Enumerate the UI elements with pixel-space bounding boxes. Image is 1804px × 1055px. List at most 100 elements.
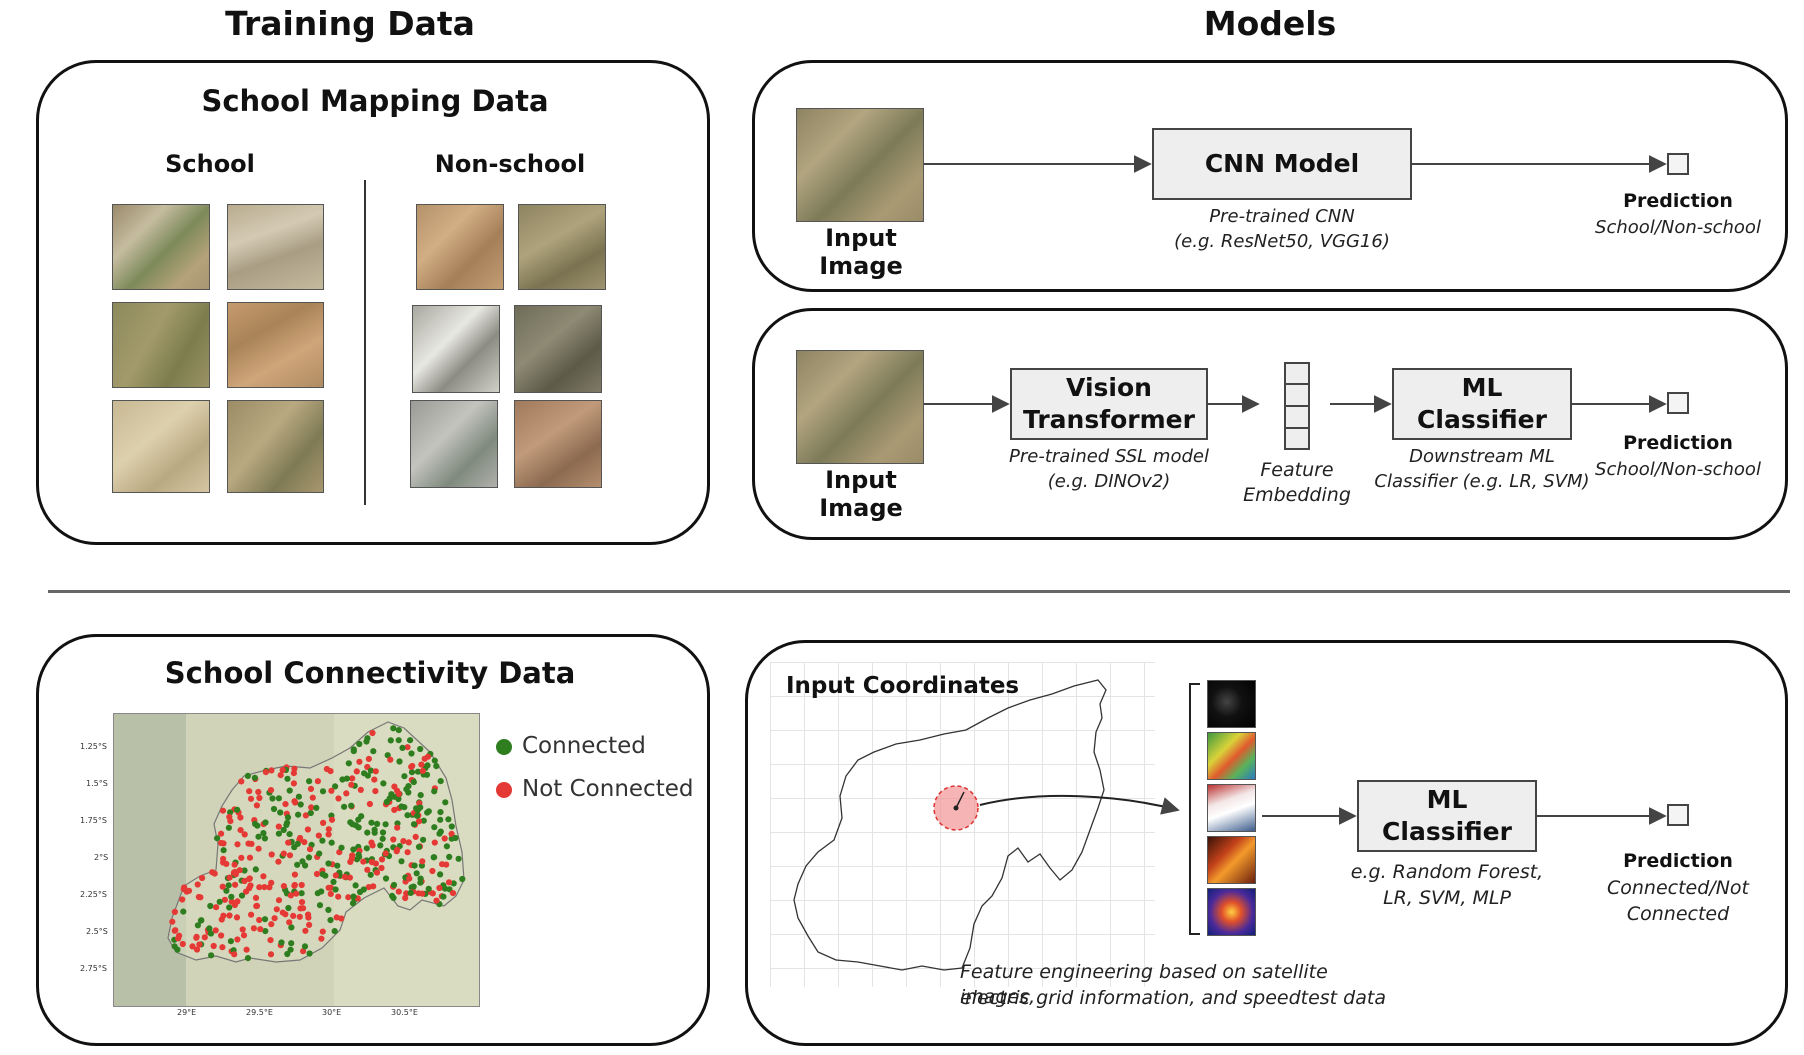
connected-school-dot <box>355 816 362 823</box>
not-connected-school-dot <box>246 854 254 861</box>
connected-school-dot <box>423 771 431 778</box>
connected-school-dot <box>395 737 402 744</box>
not-connected-school-dot <box>195 893 202 901</box>
connected-school-dot <box>364 735 371 742</box>
connected-school-dot <box>284 775 291 782</box>
connected-school-dot <box>415 843 423 851</box>
not-connected-school-dot <box>171 908 178 916</box>
not-connected-school-dot <box>360 858 367 865</box>
connected-school-dot <box>391 793 398 800</box>
not-connected-school-dot <box>302 812 309 819</box>
connected-school-dot <box>361 770 368 777</box>
connected-school-dot <box>382 875 390 882</box>
connected-school-dot <box>332 783 339 790</box>
not-connected-school-dot <box>179 940 186 948</box>
connected-school-dot <box>270 805 278 813</box>
not-connected-school-dot <box>234 841 241 848</box>
not-connected-school-dot <box>365 755 372 763</box>
not-connected-school-dot <box>291 798 298 805</box>
connected-school-dot <box>384 752 391 759</box>
not-connected-school-dot <box>300 905 307 912</box>
connected-school-dot <box>455 855 462 862</box>
connected-school-dot <box>294 840 301 848</box>
coords-prediction-value-2: Connected <box>1626 903 1730 925</box>
connected-school-dot <box>197 917 205 924</box>
connected-school-dot <box>319 837 326 844</box>
nonschool-tile <box>518 204 606 290</box>
not-connected-school-dot <box>213 904 220 911</box>
connected-school-dot <box>437 871 444 878</box>
not-connected-school-dot <box>275 858 282 865</box>
not-connected-school-dot <box>238 778 245 785</box>
not-connected-school-dot <box>306 846 314 853</box>
connected-school-dot <box>352 882 359 889</box>
connected-school-dot <box>325 860 332 867</box>
x-tick: 29°E <box>177 1008 197 1017</box>
not-connected-school-dot <box>183 888 190 895</box>
connected-school-dot <box>225 824 232 831</box>
connected-school-dot <box>371 829 378 836</box>
vit-clf-line-2: Classifier <box>1417 405 1547 434</box>
coords-classifier-box: ML Classifier <box>1357 780 1537 852</box>
connected-school-dot <box>277 809 284 816</box>
connected-school-dot <box>350 748 357 755</box>
connected-school-dot <box>413 870 420 877</box>
not-connected-school-dot <box>210 942 217 950</box>
connected-school-dot <box>431 757 438 764</box>
connected-school-dot <box>370 748 377 755</box>
cnn-model-note-1: Pre-trained CNN <box>1209 206 1355 227</box>
not-connected-school-dot <box>387 756 394 763</box>
connected-school-dot <box>414 807 421 814</box>
connected-school-dot <box>367 871 374 878</box>
connected-school-dot <box>227 809 234 816</box>
not-connected-school-dot <box>325 884 332 891</box>
legend-not-connected-label: Not Connected <box>522 776 694 802</box>
school-tile <box>112 204 210 290</box>
not-connected-school-dot <box>189 943 196 950</box>
connected-school-dot <box>352 822 359 829</box>
not-connected-school-dot <box>286 852 294 859</box>
connected-school-dot <box>295 811 302 818</box>
not-connected-school-dot <box>267 937 274 944</box>
connected-school-dot <box>298 890 305 897</box>
connected-school-dot <box>404 812 411 819</box>
not-connected-school-dot <box>406 875 413 882</box>
not-connected-school-dot <box>404 744 411 751</box>
not-connected-school-dot <box>277 772 284 779</box>
not-connected-school-dot <box>439 861 446 868</box>
connected-school-dot <box>280 826 287 834</box>
not-connected-school-dot <box>372 860 379 867</box>
not-connected-school-dot <box>219 944 226 951</box>
not-connected-school-dot <box>236 867 243 874</box>
connected-school-dot <box>244 772 251 780</box>
connected-school-dot <box>360 886 367 893</box>
connected-school-dot <box>364 829 371 836</box>
connected-school-dot <box>448 823 455 830</box>
not-connected-school-dot <box>424 753 432 760</box>
not-connected-school-dot <box>343 790 350 797</box>
not-connected-school-dot <box>290 780 297 787</box>
connected-school-dot <box>440 893 447 900</box>
connected-school-dot <box>363 845 370 852</box>
not-connected-school-dot <box>193 933 200 941</box>
vit-clf-note-1: Downstream ML <box>1409 446 1555 467</box>
not-connected-school-dot <box>247 882 254 889</box>
not-connected-school-dot <box>196 941 203 948</box>
location-radius <box>955 791 965 809</box>
not-connected-school-dot <box>287 892 294 899</box>
not-connected-school-dot <box>237 814 244 821</box>
not-connected-school-dot <box>275 823 282 830</box>
connected-school-dot <box>445 816 452 823</box>
y-tick: 2°S <box>94 853 109 862</box>
not-connected-school-dot <box>291 871 298 878</box>
connected-school-dot <box>433 763 440 770</box>
not-connected-school-dot <box>232 881 239 888</box>
heat-raster <box>1207 836 1256 884</box>
connected-school-dot <box>306 950 313 957</box>
not-connected-school-dot <box>390 836 397 843</box>
y-tick: 2.75°S <box>80 964 107 973</box>
not-connected-school-dot <box>220 912 227 919</box>
connected-school-dot <box>225 882 232 889</box>
not-connected-school-dot <box>255 845 262 852</box>
connected-school-dot <box>316 902 324 909</box>
